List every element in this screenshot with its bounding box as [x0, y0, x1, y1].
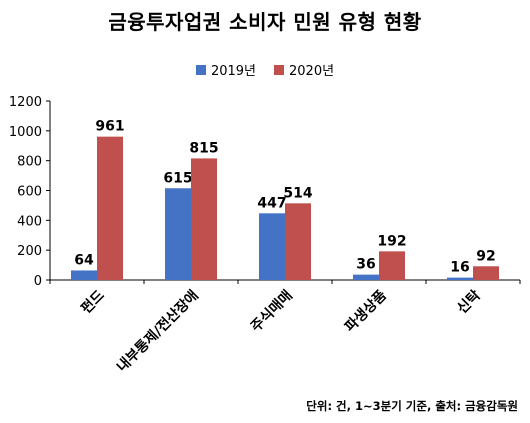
legend-item-2019: 2019년	[195, 60, 256, 79]
data-label: 16	[450, 260, 469, 276]
chart-title: 금융투자업권 소비자 민원 유형 현황	[108, 10, 422, 34]
y-tick-label: 1200	[9, 95, 42, 110]
y-tick-label: 400	[17, 214, 42, 229]
legend-swatch-2020	[274, 64, 284, 75]
bar-2019	[447, 277, 473, 280]
legend-label-2020: 2020년	[289, 64, 335, 79]
y-tick-label: 0	[34, 274, 42, 289]
x-tick-label: 파생상품	[342, 287, 390, 335]
x-tick-label: 펀드	[78, 287, 108, 317]
data-label: 615	[163, 170, 192, 186]
data-label: 815	[189, 140, 218, 156]
data-label: 961	[95, 119, 124, 135]
bar-2019	[71, 270, 97, 280]
bar-2020	[285, 203, 311, 280]
bar-2019	[165, 188, 191, 280]
y-tick-label: 200	[17, 244, 42, 259]
data-label: 36	[356, 257, 375, 273]
legend-label-2019: 2019년	[210, 64, 256, 79]
y-tick-label: 800	[17, 155, 42, 170]
bar-2019	[259, 213, 285, 280]
bar-2019	[353, 274, 379, 280]
data-label: 92	[476, 248, 495, 264]
legend-item-2020: 2020년	[274, 60, 334, 79]
bar-2020	[97, 136, 123, 280]
data-label: 192	[377, 233, 406, 249]
legend-swatch-2019	[195, 64, 206, 75]
data-label: 514	[283, 185, 312, 201]
x-tick-label: 신탁	[454, 287, 484, 317]
legend: 2019년 2020년	[0, 60, 530, 79]
y-tick-label: 1000	[9, 125, 42, 140]
bar-2020	[191, 158, 217, 280]
bar-2020	[473, 266, 499, 280]
x-tick-label: 주식매매	[248, 288, 296, 336]
bar-2020	[379, 251, 405, 280]
x-tick-label: 내부통제/전산장애	[113, 287, 201, 375]
data-label: 64	[74, 252, 94, 268]
data-label: 447	[257, 195, 286, 211]
source-note: 단위: 건, 1~3분기 기준, 출처: 금융감독원	[306, 399, 518, 413]
y-tick-label: 600	[17, 185, 42, 200]
